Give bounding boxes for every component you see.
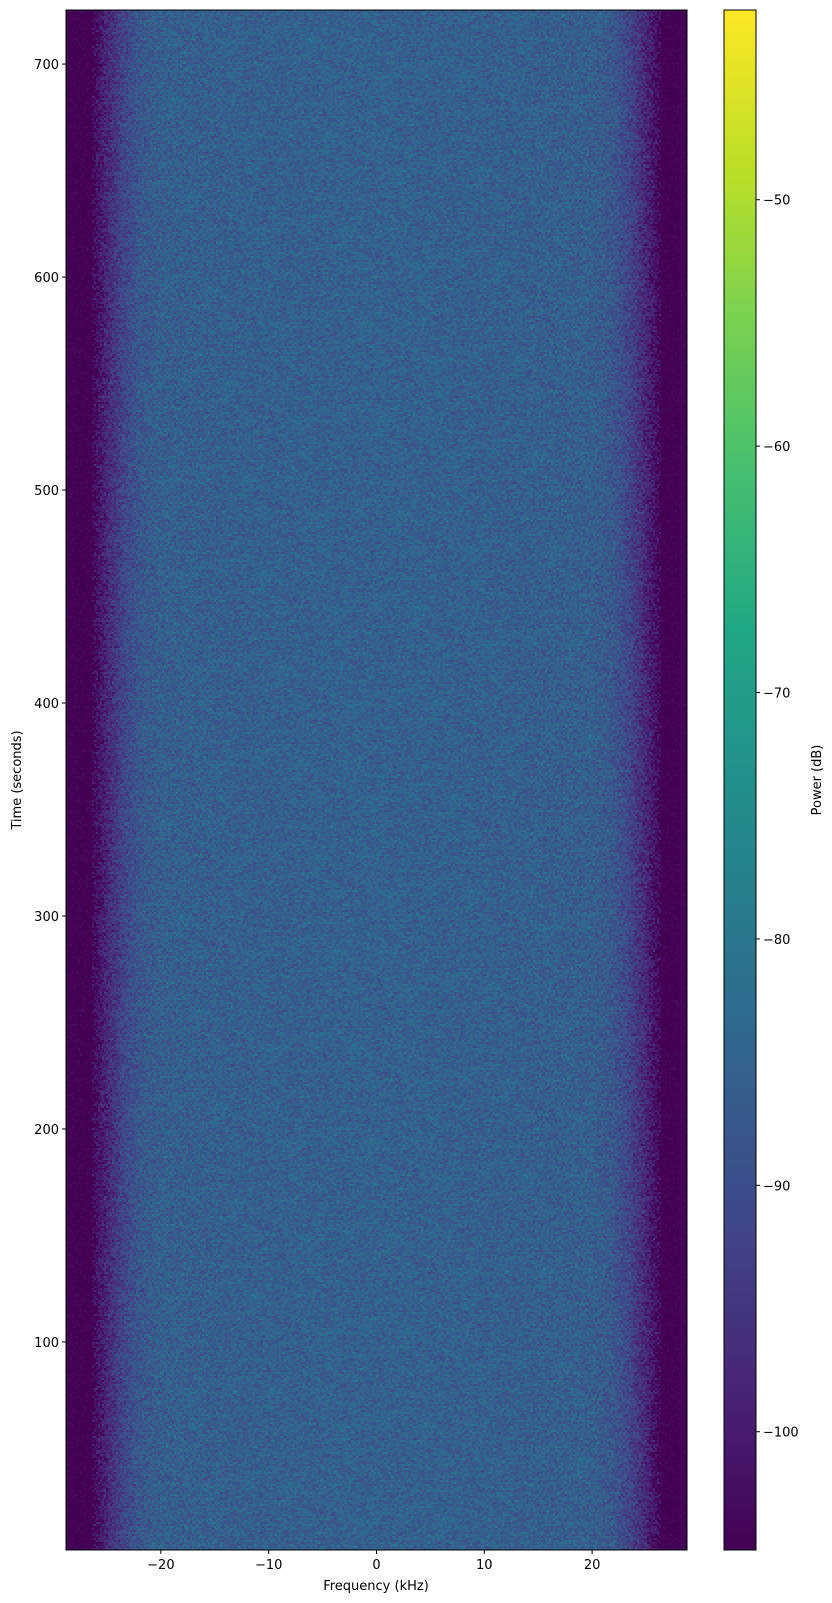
colorbar-frame [723, 9, 757, 1551]
y-axis-label: Time (seconds) [10, 730, 25, 830]
colorbar-tick-label-4: −60 [763, 440, 790, 455]
y-tick-label-0: 100 [34, 1336, 59, 1351]
plot-frame [65, 9, 688, 1551]
colorbar-tick-label-5: −50 [763, 194, 790, 209]
x-tick-label-2: 0 [372, 1558, 380, 1573]
colorbar-ticks: −100 −90 −80 −70 −60 −50 [756, 194, 799, 1441]
colorbar-tick-label-2: −80 [763, 933, 790, 948]
y-tick-label-3: 400 [34, 697, 59, 712]
y-tick-label-6: 700 [34, 58, 59, 73]
colorbar-tick-label-1: −90 [763, 1179, 790, 1194]
y-tick-label-1: 200 [34, 1123, 59, 1138]
x-tick-label-3: 10 [476, 1558, 493, 1573]
y-tick-label-4: 500 [34, 484, 59, 499]
x-tick-label-1: −10 [255, 1558, 282, 1573]
spectrogram-heatmap [66, 10, 687, 1550]
x-axis-label: Frequency (kHz) [323, 1579, 429, 1594]
x-tick-label-4: 20 [584, 1558, 601, 1573]
y-ticks: 100 200 300 400 500 600 700 [34, 58, 66, 1351]
colorbar-gradient [724, 10, 756, 1550]
colorbar-tick-label-0: −100 [763, 1426, 799, 1441]
y-tick-label-5: 600 [34, 271, 59, 286]
x-tick-label-0: −20 [147, 1558, 174, 1573]
colorbar-tick-label-3: −70 [763, 687, 790, 702]
x-ticks: −20 −10 0 10 20 [147, 1550, 600, 1573]
colorbar-label: Power (dB) [810, 745, 825, 816]
y-tick-label-2: 300 [34, 910, 59, 925]
